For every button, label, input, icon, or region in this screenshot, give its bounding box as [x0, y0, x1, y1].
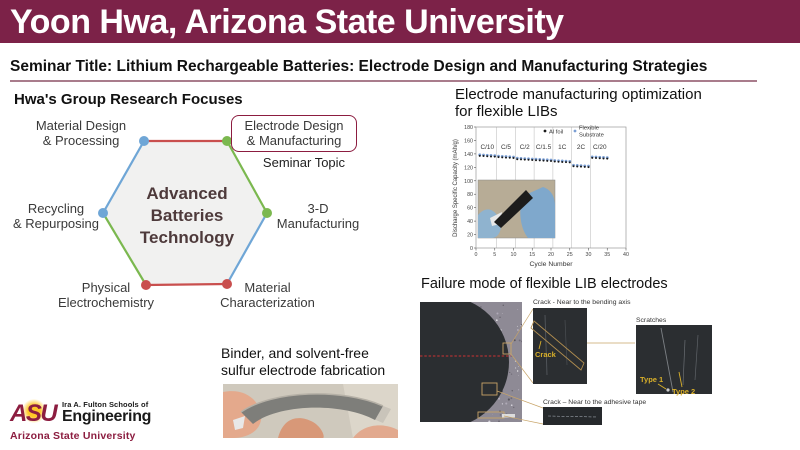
vertex-dot — [222, 136, 232, 146]
hex-edge-lower-right — [226, 212, 268, 285]
research-heading: Hwa's Group Research Focuses — [14, 91, 243, 108]
hex-edge-upper-right — [226, 140, 268, 214]
vertex-dot — [141, 280, 151, 290]
svg-text:40: 40 — [623, 252, 629, 258]
university-label: Arizona State University — [10, 430, 136, 442]
svg-text:100: 100 — [464, 179, 473, 185]
hex-edge-lower-left — [102, 212, 147, 286]
caption-bending: Crack - Near to the bending axis — [533, 299, 631, 306]
svg-text:15: 15 — [529, 252, 535, 258]
hex-center-line2: Batteries — [151, 206, 224, 225]
node-3d-manufacturing: 3-D Manufacturing — [276, 201, 360, 232]
caption-tape: Crack – Near to the adhesive tape — [543, 399, 646, 406]
sunburst-icon — [22, 399, 46, 423]
svg-text:60: 60 — [467, 206, 473, 212]
svg-text:20: 20 — [548, 252, 554, 258]
node-material-design: Material Design & Processing — [35, 118, 127, 149]
finger — [278, 418, 324, 438]
type1-label: Type 1 — [640, 375, 663, 384]
vertex-dot — [139, 136, 149, 146]
svg-text:40: 40 — [467, 219, 473, 225]
svg-text:C/10: C/10 — [481, 144, 495, 151]
svg-text:30: 30 — [586, 252, 592, 258]
sulfur-electrode-photo — [223, 384, 398, 438]
svg-text:Flexible: Flexible — [579, 126, 599, 132]
svg-text:10: 10 — [511, 252, 517, 258]
fulton-schools-label: Ira A. Fulton Schools of — [62, 400, 149, 409]
svg-text:140: 140 — [464, 152, 473, 158]
svg-text:Substrate: Substrate — [579, 133, 604, 139]
seminar-title: Seminar Title: Lithium Rechargeable Batt… — [10, 58, 708, 75]
svg-text:C/2: C/2 — [520, 144, 530, 151]
svg-text:180: 180 — [464, 125, 473, 131]
failure-title: Failure mode of flexible LIB electrodes — [421, 276, 668, 292]
node-material-characterization: Material Characterization — [220, 280, 315, 311]
flexible-electrode-inset-photo — [477, 179, 556, 239]
svg-text:C/1.5: C/1.5 — [536, 144, 552, 151]
rate-capability-chart: 0 20 40 60 80 100 120 140 160 180 0 5 10 15 20 25 30 35 40… — [453, 125, 629, 268]
connector-lines — [496, 308, 635, 425]
finger — [223, 391, 262, 438]
asu-mark: ASU — [10, 399, 62, 427]
svg-text:5: 5 — [493, 252, 496, 258]
vertex-dot — [98, 208, 108, 218]
x-axis-label: Cycle Number — [529, 261, 573, 268]
roi-box-scratch — [481, 382, 498, 396]
crack-tape-image — [543, 407, 602, 425]
svg-text:35: 35 — [604, 252, 610, 258]
svg-text:25: 25 — [567, 252, 573, 258]
chart-section-title: Electrode manufacturing optimization for… — [455, 86, 702, 121]
svg-text:160: 160 — [464, 138, 473, 144]
seminar-underline — [10, 80, 757, 82]
svg-text:2C: 2C — [577, 144, 586, 151]
vertex-dot — [222, 279, 232, 289]
hexagon-diagram: Advanced Batteries Technology — [98, 136, 272, 290]
seminar-topic-label: Seminar Topic — [262, 155, 346, 170]
svg-text:20: 20 — [467, 233, 473, 239]
node-physical-electrochemistry: Physical Electrochemistry — [57, 280, 155, 311]
type2-label: Type 2 — [672, 387, 695, 396]
crack-bending-image: Crack — [530, 308, 587, 384]
binder-text: Binder, and solvent-free sulfur electrod… — [221, 345, 386, 378]
svg-text:1C: 1C — [558, 144, 567, 151]
svg-text:C/20: C/20 — [593, 144, 607, 151]
scale-bar — [502, 414, 515, 418]
asu-letters: ASU — [10, 400, 58, 427]
svg-text:0: 0 — [475, 252, 478, 258]
finger — [353, 425, 398, 438]
node-electrode-design-box: Electrode Design & Manufacturing — [231, 115, 357, 152]
hex-center-line3: Technology — [140, 228, 235, 247]
failure-panel: Crack - Near to the bending axis Crack S… — [420, 299, 712, 425]
svg-text:Al foil: Al foil — [549, 130, 563, 136]
scratches-image: Type 1 Type 2 — [636, 325, 712, 396]
header-bar — [0, 0, 800, 43]
svg-text:120: 120 — [464, 165, 473, 171]
electrode-strip — [241, 393, 383, 424]
electrode-disc-image — [420, 302, 522, 422]
svg-text:80: 80 — [467, 192, 473, 198]
svg-text:C/5: C/5 — [501, 144, 511, 151]
caption-scratches: Scratches — [636, 317, 667, 324]
hex-edge-bottom — [145, 282, 228, 287]
hex-center-line1: Advanced — [146, 184, 227, 203]
crack-label: Crack — [535, 350, 557, 359]
engineering-label: Engineering — [62, 408, 152, 425]
vertex-dot — [262, 208, 272, 218]
y-axis-label: Discharge Specific Capacity (mAh/g) — [453, 139, 459, 237]
asu-logo: ASU Ira A. Fulton Schools of Engineering… — [10, 399, 180, 442]
node-recycling: Recycling & Repurposing — [13, 201, 99, 232]
svg-text:0: 0 — [470, 246, 473, 252]
page-title: Yoon Hwa, Arizona State University — [10, 3, 564, 41]
hex-edge-upper-left — [102, 140, 145, 214]
roi-box-bending — [502, 342, 512, 355]
